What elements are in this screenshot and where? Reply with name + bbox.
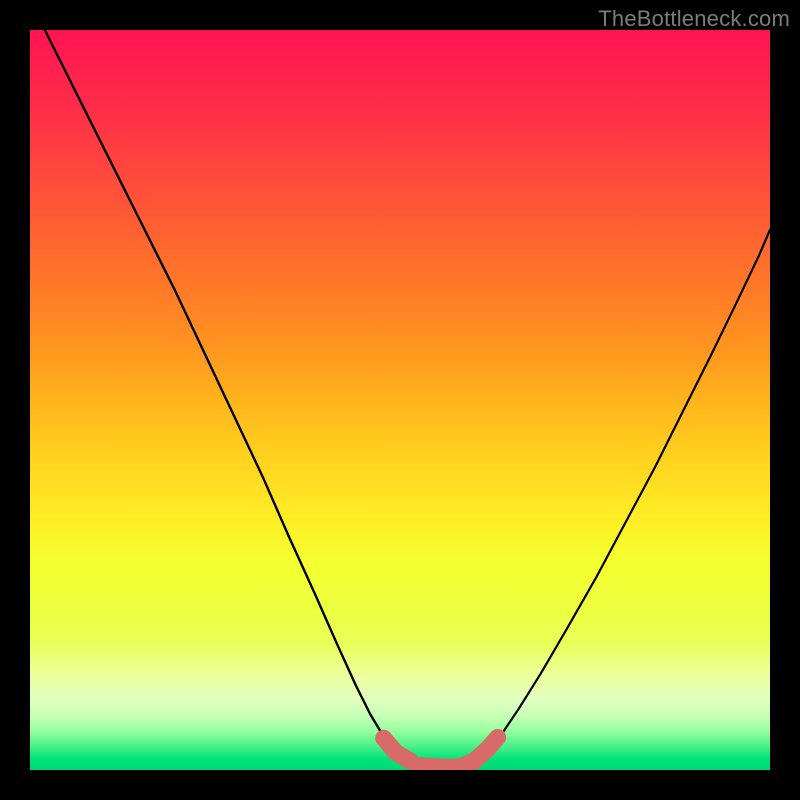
watermark-label: TheBottleneck.com [598,6,790,32]
plot-area [30,30,770,770]
gradient-background [30,30,770,770]
chart-stage: TheBottleneck.com [0,0,800,800]
chart-svg [30,30,770,770]
